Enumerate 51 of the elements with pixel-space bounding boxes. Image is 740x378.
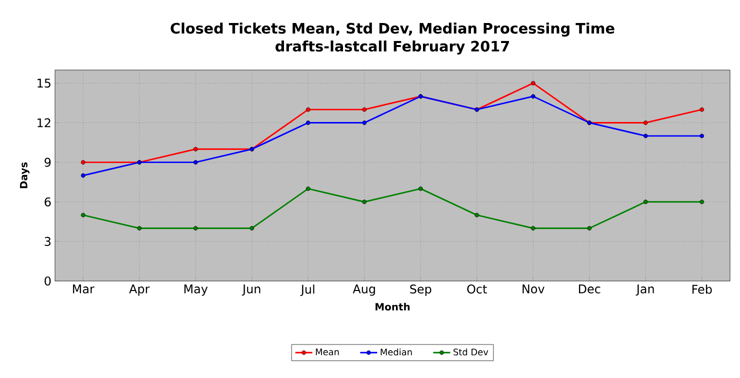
x-tick-label: Nov [522, 284, 544, 294]
point [530, 226, 536, 230]
point [418, 186, 423, 191]
point [362, 107, 367, 112]
point [80, 173, 86, 178]
point [80, 212, 86, 218]
x-tick-label: May [184, 284, 208, 296]
y-tick-label: 9 [44, 158, 51, 167]
x-axis-title: Month [376, 302, 410, 311]
point [474, 212, 480, 218]
x-tick-label: Jul [300, 284, 314, 296]
point [530, 94, 536, 99]
x-tick-label: Oct [467, 284, 487, 294]
point [306, 186, 310, 191]
point [193, 160, 198, 165]
x-tick-label: Apr [129, 284, 150, 296]
point [193, 146, 198, 152]
legend-label: Std Dev [454, 348, 488, 356]
point [306, 120, 310, 125]
point [362, 200, 367, 204]
legend-label: Median [380, 348, 412, 356]
y-tick-label: 15 [38, 78, 50, 88]
point [643, 200, 648, 204]
point [700, 107, 704, 112]
y-tick-label: 6 [44, 197, 51, 206]
point [80, 160, 86, 165]
chart-title: Closed Tickets Mean, Std Dev, Median Processing Time [170, 22, 614, 37]
x-tick-label: Feb [692, 284, 712, 294]
x-tick-label: Sep [410, 284, 432, 296]
point [643, 134, 648, 138]
point [250, 226, 254, 230]
y-tick-label: 0 [44, 276, 51, 286]
x-tick-label: Jan [636, 284, 654, 296]
point [643, 120, 648, 125]
y-tick-label: 3 [44, 236, 51, 246]
x-tick-label: Aug [352, 284, 375, 296]
y-axis-title: Days [20, 162, 30, 188]
point [530, 80, 536, 86]
point [193, 226, 198, 230]
point [700, 134, 704, 138]
legend-label: Mean [316, 348, 339, 356]
chart-subtitle: drafts-lastcall February 2017 [276, 40, 509, 55]
x-tick-label: Dec [578, 284, 600, 294]
y-tick-label: 12 [38, 118, 50, 128]
point [137, 226, 142, 230]
point [700, 200, 704, 204]
x-tick-label: Jun [242, 284, 260, 296]
x-tick-label: Mar [73, 284, 94, 294]
point [587, 226, 592, 230]
point [306, 107, 310, 112]
point [362, 120, 367, 125]
